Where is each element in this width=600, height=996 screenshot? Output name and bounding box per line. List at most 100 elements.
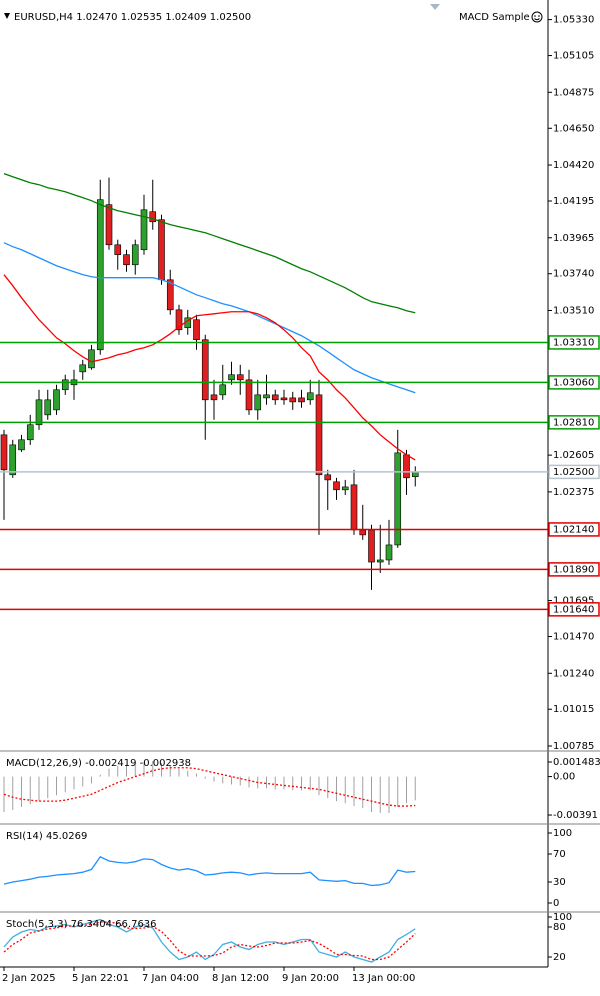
indicator-line: [3, 918, 416, 963]
candle-body: [324, 474, 332, 481]
y-tick-label: 20: [553, 952, 566, 963]
x-tick-label: 5 Jan 22:01: [72, 973, 129, 984]
y-tick-label: 1.04420: [553, 160, 594, 171]
level-label-box: [548, 464, 600, 480]
candle-body: [376, 559, 384, 563]
candle-body: [26, 424, 34, 441]
x-tick-label: 13 Jan 00:00: [352, 973, 415, 984]
candle-body: [289, 397, 297, 403]
frame: [0, 0, 600, 968]
indicator-line: [3, 921, 416, 961]
level-label-box: [548, 602, 600, 617]
expert-icon-eye: [538, 15, 540, 17]
indicator-line: [3, 855, 416, 887]
x-tick-label: 7 Jan 04:00: [142, 973, 199, 984]
level-label-box: [548, 335, 600, 350]
candle-body: [271, 394, 279, 401]
y-tick-label: 1.03510: [553, 305, 594, 316]
candle-body: [131, 244, 139, 266]
candle-body: [315, 394, 323, 476]
level-label-box: [548, 375, 600, 390]
indicator-title: MACD(12,26,9) -0.002419 -0.002938: [6, 758, 191, 769]
y-tick-label: 70: [553, 849, 566, 860]
candle-body: [359, 529, 367, 536]
level-label: 1.01640: [553, 604, 594, 615]
y-tick-label: 0.00: [553, 772, 575, 783]
candle-body: [18, 439, 25, 451]
candle-body: [140, 209, 148, 251]
expert-icon-mouth: [534, 18, 540, 21]
y-tick-label: 1.05330: [553, 15, 594, 26]
y-tick-label: 80: [553, 922, 566, 933]
y-tick-label: 1.05105: [553, 51, 594, 62]
candle-body: [306, 392, 314, 401]
candle-body: [385, 544, 393, 561]
y-tick-label: 30: [553, 877, 566, 888]
level-label: 1.01890: [553, 564, 594, 575]
y-tick-label: 0.001483: [553, 757, 600, 768]
candle-body: [350, 484, 358, 531]
candle-body: [123, 254, 130, 266]
level-label-box: [548, 522, 600, 537]
indicator-line: [3, 242, 416, 394]
candle-body: [201, 339, 209, 401]
y-tick-label: 1.01015: [553, 704, 594, 715]
indicator-line: [3, 274, 416, 461]
menu-arrow[interactable]: [4, 13, 10, 19]
y-tick-label: 1.03740: [553, 269, 594, 280]
x-tick-label: 8 Jan 12:00: [212, 973, 269, 984]
candle-body: [245, 379, 253, 411]
y-tick-label: 1.04195: [553, 196, 594, 207]
y-tick-label: 1.02375: [553, 487, 594, 498]
level-label: 1.02810: [553, 417, 594, 428]
y-tick-label: 0: [553, 898, 559, 909]
candle-body: [193, 319, 200, 341]
level-label: 1.02140: [553, 524, 594, 535]
candle-body: [88, 349, 95, 369]
candle-body: [9, 444, 17, 476]
x-tick-label: 2 Jan 2025: [2, 973, 56, 984]
expert-icon: [531, 11, 543, 23]
candle-body: [210, 394, 218, 401]
indicator-line: [3, 173, 416, 314]
candle-body: [166, 279, 174, 311]
expert-icon-eye: [534, 15, 536, 17]
candle-body: [341, 486, 349, 491]
y-tick-label: 1.01470: [553, 632, 594, 643]
level-label-box: [548, 562, 600, 577]
indicator-title: RSI(14) 45.0269: [6, 831, 87, 842]
candle-body: [280, 397, 288, 401]
expert-name: MACD Sample: [459, 12, 530, 23]
shift-marker: [430, 4, 440, 10]
candle-body: [219, 384, 227, 396]
candle-body: [175, 309, 183, 331]
candle-body: [35, 399, 43, 426]
y-tick-label: 1.00785: [553, 741, 594, 752]
candle-body: [236, 374, 244, 381]
level-label: 1.03060: [553, 377, 594, 388]
y-tick-label: 1.01695: [553, 596, 594, 607]
y-tick-label: 1.03965: [553, 233, 594, 244]
chart-title: EURUSD,H4 1.02470 1.02535 1.02409 1.0250…: [14, 12, 251, 23]
candle-body: [298, 397, 305, 403]
candle-body: [254, 394, 262, 411]
y-tick-label: 100: [553, 828, 572, 839]
indicator-title: Stoch(5,3,3) 76.3404 66.7636: [6, 919, 157, 930]
candle-body: [96, 199, 104, 351]
candle-body: [0, 434, 8, 471]
candle-body: [394, 452, 402, 546]
y-tick-label: -0.00391: [553, 810, 598, 821]
candle-body: [105, 204, 113, 246]
candle-body: [114, 244, 122, 255]
level-label-box: [548, 415, 600, 430]
level-label: 1.02500: [553, 467, 594, 478]
candle-body: [228, 374, 235, 381]
level-label: 1.03310: [553, 337, 594, 348]
candle-body: [149, 211, 157, 223]
candle-body: [403, 454, 410, 479]
y-tick-label: 1.04650: [553, 123, 594, 134]
candle-body: [333, 481, 340, 491]
x-tick-label: 9 Jan 20:00: [282, 973, 339, 984]
